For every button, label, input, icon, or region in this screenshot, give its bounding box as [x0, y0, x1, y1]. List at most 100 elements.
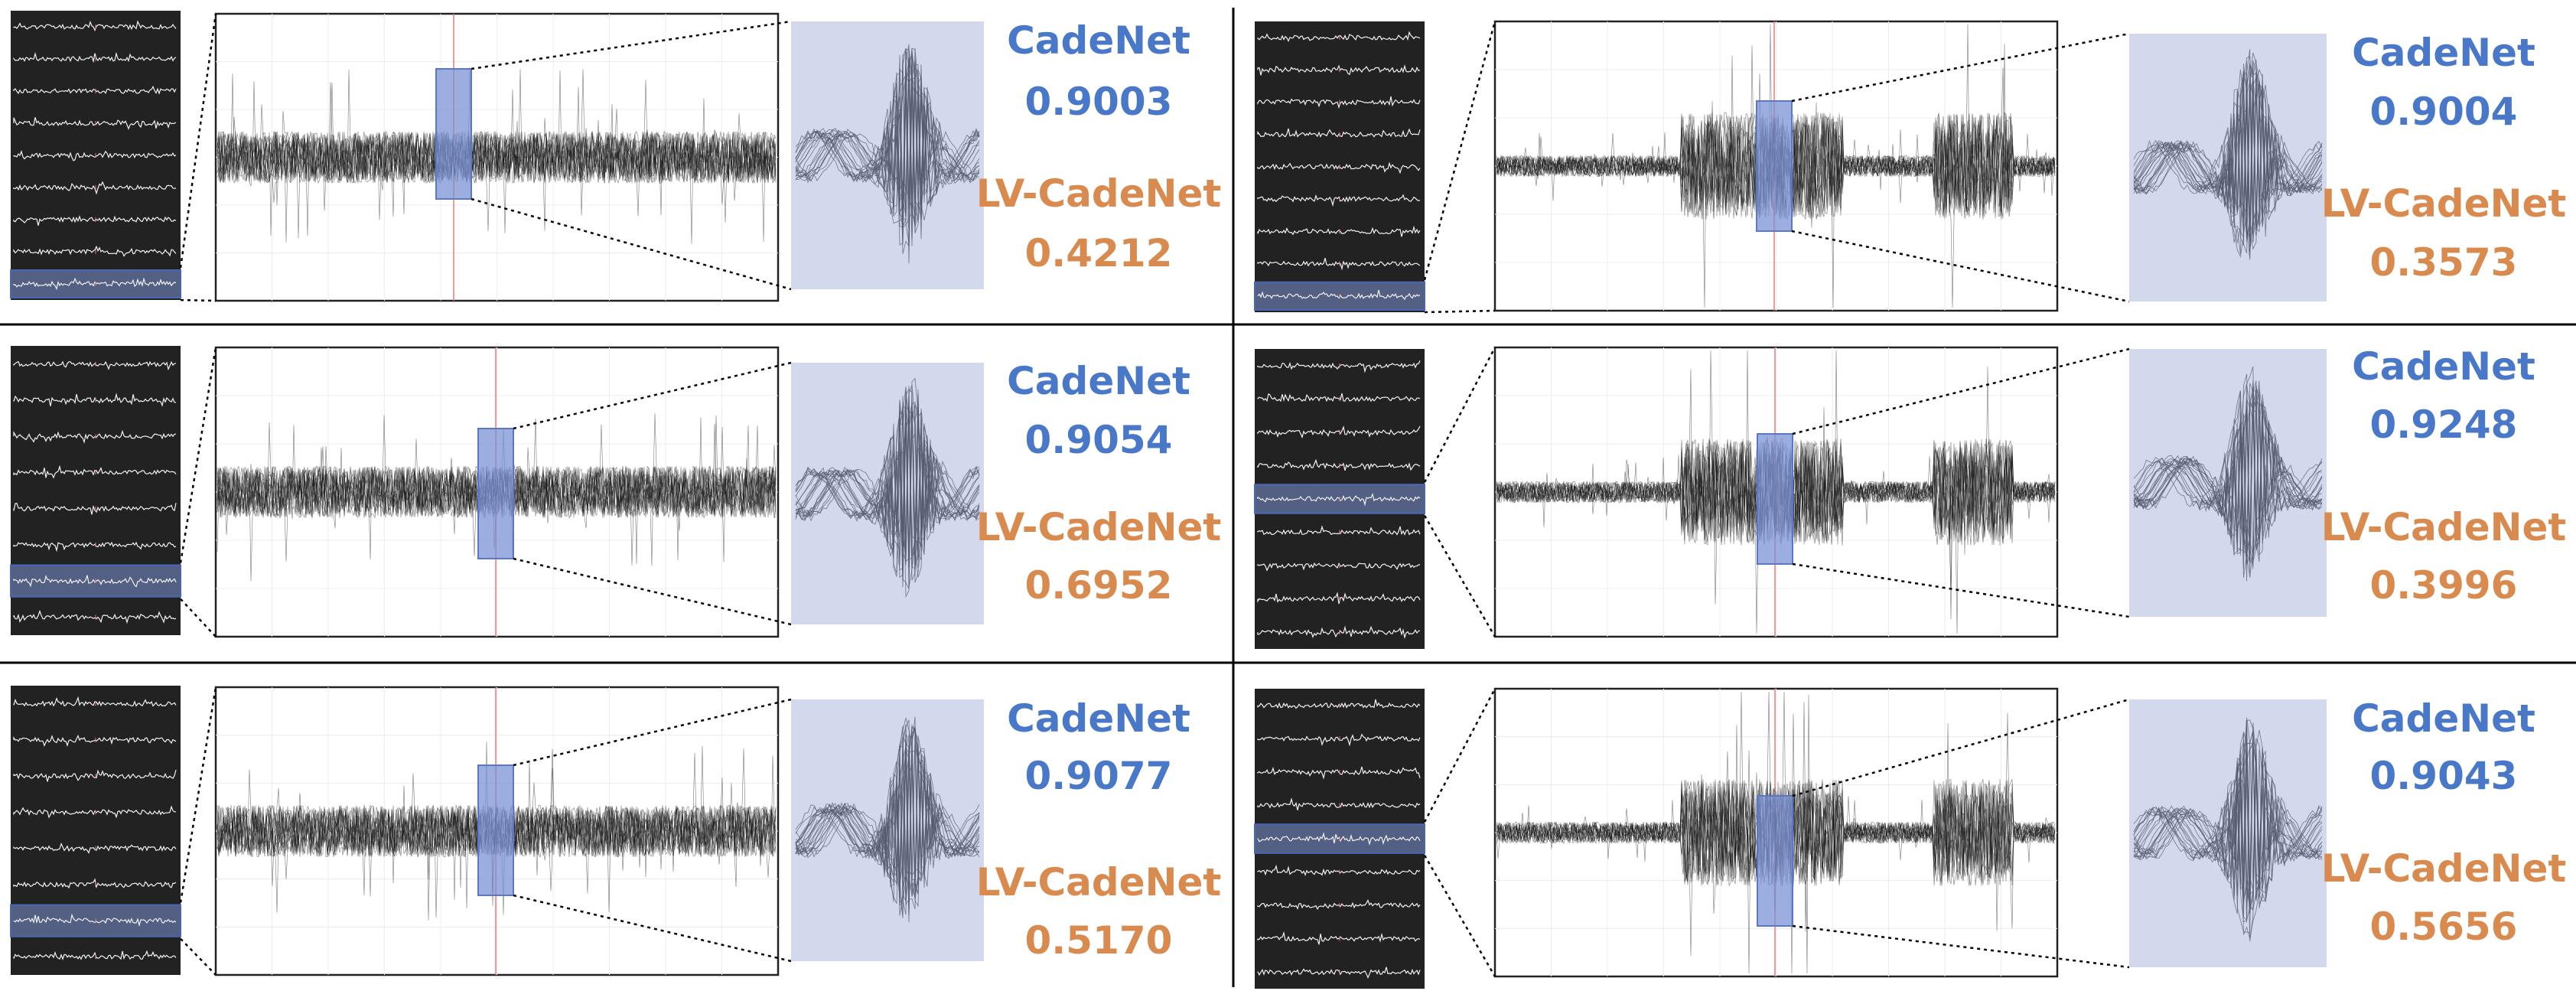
thumbnail-channel-trace	[1257, 458, 1421, 471]
event-highlight-window	[1757, 433, 1793, 565]
zoomed-waveform	[795, 83, 980, 227]
cadenet-label: CadeNet	[2352, 31, 2535, 75]
signal-trace	[217, 98, 777, 217]
cadenet-label: CadeNet	[2352, 696, 2535, 741]
thumbnail-channel-trace	[1257, 31, 1421, 43]
lv-cadenet-score: 0.4212	[1025, 231, 1173, 275]
zoomed-waveform	[2134, 385, 2323, 569]
zoomed-waveform	[795, 746, 980, 900]
zoomed-waveform	[2133, 83, 2323, 258]
thumbnail-channel-trace	[13, 696, 177, 707]
zoomed-waveform	[2133, 380, 2323, 539]
zoomed-waveform	[795, 49, 980, 221]
cadenet-score: 0.9248	[2370, 403, 2518, 447]
lv-cadenet-label: LV-CadeNet	[976, 171, 1222, 216]
zoomed-waveform	[2133, 85, 2323, 250]
thumbnail-channel-trace	[13, 393, 176, 407]
thumbnail-channel-trace	[13, 842, 177, 854]
thumbnail-channel-trace	[13, 913, 177, 927]
zoom-connector-bottom	[471, 197, 792, 291]
overview-connector-top	[179, 13, 217, 269]
overview-connector-top	[1423, 21, 1496, 281]
thumbnail-channel-trace	[13, 181, 177, 195]
lv-cadenet-label: LV-CadeNet	[2321, 846, 2567, 891]
overview-connector-bottom	[180, 937, 217, 976]
zoomed-waveform	[795, 47, 980, 214]
zoomed-waveform	[2133, 742, 2323, 902]
thumbnail-channel-trace	[13, 575, 177, 588]
zoomed-waveform	[795, 48, 980, 220]
zoomed-waveform	[795, 402, 980, 568]
thumbnail-channel-trace	[1257, 733, 1421, 747]
thumbnail-channel-trace	[1257, 425, 1421, 439]
panel-5: CadeNet 0.9077 LV-CadeNet 0.5170	[10, 686, 1221, 976]
zoomed-waveform	[2133, 64, 2323, 224]
thumbnail-channel-trace	[13, 429, 177, 444]
zoom-connector-bottom	[1792, 924, 2130, 969]
panel-6: CadeNet 0.9043 LV-CadeNet 0.5656	[1254, 687, 2567, 989]
cadenet-score: 0.9077	[1025, 754, 1173, 798]
zoom-connector-top	[471, 20, 792, 70]
zoomed-waveform	[795, 388, 980, 575]
zoomed-waveform	[2133, 771, 2323, 942]
thumbnail-channel-trace	[1257, 96, 1421, 109]
thumbnail-channel-trace	[1257, 797, 1421, 810]
zoomed-waveform	[2133, 738, 2323, 907]
zoomed-waveform	[795, 396, 980, 578]
thumbnail-channel-trace	[13, 503, 177, 515]
overview-connector-top	[179, 347, 217, 563]
thumbnail-channel-trace	[1257, 64, 1421, 76]
cadenet-score: 0.9054	[1025, 418, 1173, 462]
zoomed-waveform	[2133, 732, 2323, 895]
thumbnail-channel-trace	[13, 769, 177, 782]
overview-connector-bottom	[180, 598, 217, 637]
thumbnail-channel-trace	[13, 805, 177, 819]
thumbnail-channel-trace	[1257, 492, 1421, 507]
zoomed-waveform	[795, 91, 980, 254]
thumbnail-channel-trace	[1257, 766, 1421, 780]
zoomed-waveform	[795, 763, 980, 911]
zoom-connector-bottom	[1791, 230, 2130, 303]
thumbnail-channel-trace	[1257, 128, 1421, 138]
thumbnail-channel-trace	[13, 360, 177, 371]
thumbnail-channel-trace	[1257, 699, 1421, 709]
zoomed-waveform	[795, 47, 980, 212]
thumbnail-channel-trace	[1257, 899, 1421, 911]
thumbnail-channel-trace	[13, 149, 177, 161]
panels-layer: CadeNet 0.9003 LV-CadeNet 0.4212 CadeNet 0.90…	[10, 11, 2567, 989]
zoomed-waveform	[795, 76, 980, 240]
zoomed-waveform	[795, 389, 980, 571]
overview-connector-bottom	[1424, 309, 1496, 314]
zoomed-waveform	[795, 76, 980, 240]
thumbnail-channel-trace	[1257, 832, 1421, 846]
zoom-connector-top	[1791, 32, 2130, 103]
thumbnail-channel-trace	[1257, 864, 1421, 876]
zoomed-waveform	[2133, 731, 2323, 900]
thumbnail-channel-trace	[1257, 194, 1421, 207]
zoomed-waveform	[2133, 61, 2323, 242]
thumbnail-channel-trace	[1257, 225, 1421, 237]
zoomed-waveform	[795, 725, 980, 918]
thumbnail-channel-trace	[13, 20, 177, 32]
thumbnail-channel-trace	[1257, 360, 1421, 373]
event-highlight-window	[477, 428, 514, 559]
zoomed-waveform	[795, 406, 980, 559]
thumbnail-channel-trace	[1257, 258, 1421, 271]
cadenet-score: 0.9043	[2370, 754, 2518, 798]
thumbnail-channel-trace	[1257, 161, 1421, 174]
zoomed-waveform	[795, 386, 980, 559]
event-highlight-window	[1756, 100, 1793, 232]
zoomed-waveform	[2133, 80, 2323, 239]
thumbnail-channel-trace	[1257, 562, 1420, 572]
overview-connector-top	[1423, 347, 1496, 483]
zoomed-waveform	[2133, 56, 2323, 221]
thumbnail-channel-trace	[13, 245, 177, 257]
panel-1: CadeNet 0.9003 LV-CadeNet 0.4212	[10, 11, 1222, 302]
zoom-connector-top	[1792, 698, 2130, 797]
zoomed-waveform	[2133, 391, 2323, 556]
zoom-connector-bottom	[1792, 562, 2130, 618]
cadenet-score: 0.9004	[2370, 90, 2518, 134]
zoomed-waveform	[795, 748, 980, 901]
zoom-connector-top	[1792, 347, 2130, 435]
zoomed-waveform	[2133, 393, 2323, 563]
